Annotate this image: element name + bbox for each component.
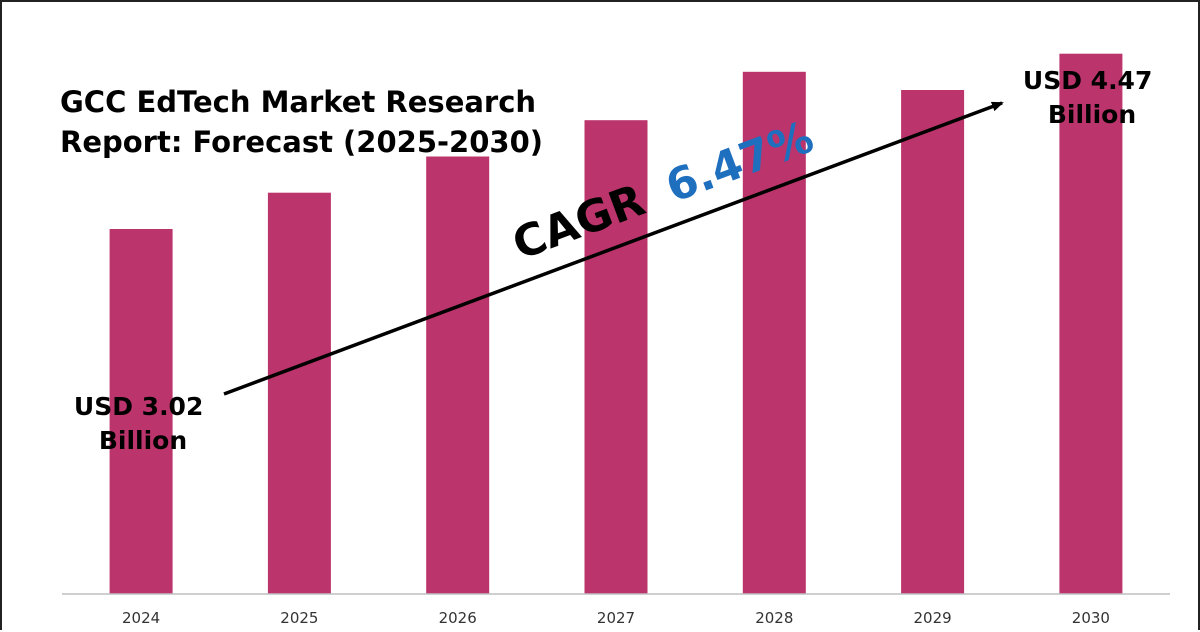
bar-2028 (742, 71, 806, 595)
x-tick-label-2030: 2030 (1072, 609, 1110, 627)
x-tick-label-2025: 2025 (280, 609, 318, 627)
start-value-line-1: USD 3.02 (74, 392, 203, 421)
x-tick-label-2027: 2027 (597, 609, 635, 627)
bar-2026 (426, 156, 490, 594)
end-value-line-1: USD 4.47 (1023, 66, 1152, 95)
bar-2029 (901, 90, 965, 594)
bar-series (109, 53, 1123, 595)
start-value-annotation: USD 3.02 Billion (74, 392, 212, 455)
chart-title-line-2: Report: Forecast (2025-2030) (60, 125, 543, 159)
cagr-arrow (223, 101, 1004, 396)
chart-title-line-1: GCC EdTech Market Research (60, 85, 536, 119)
bar-2027 (584, 120, 648, 594)
chart-title: GCC EdTech Market Research Report: Forec… (60, 85, 546, 159)
start-value-line-2: Billion (99, 426, 187, 455)
end-value-line-2: Billion (1048, 100, 1136, 129)
x-tick-label-2028: 2028 (755, 609, 793, 627)
bar-2025 (267, 192, 331, 594)
bar-2030 (1059, 53, 1123, 594)
x-tick-label-2026: 2026 (439, 609, 477, 627)
end-value-annotation: USD 4.47 Billion (1023, 66, 1161, 129)
x-tick-label-2024: 2024 (122, 609, 160, 627)
x-axis-ticks: 2024 2025 2026 2027 2028 2029 2030 (122, 609, 1110, 627)
bar-2024 (109, 229, 173, 594)
x-tick-label-2029: 2029 (914, 609, 952, 627)
